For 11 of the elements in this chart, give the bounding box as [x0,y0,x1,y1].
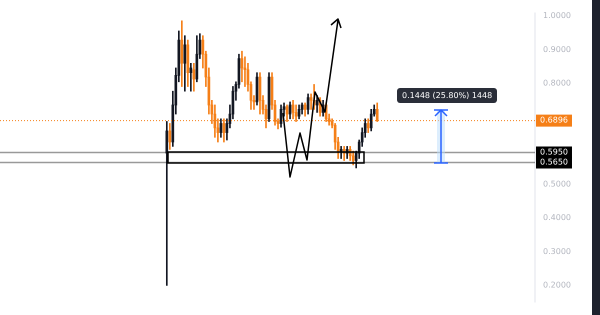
y-tick-label: 0.5000 [543,180,571,188]
annotation: 0.1448 (25.80%) 1448 [397,88,498,103]
ref-line-label: 0.6896 [540,116,568,125]
y-tick-label: 1.0000 [543,11,571,20]
y-tick-label: 0.3000 [543,246,571,256]
ref-line-label: 0.5650 [540,158,568,167]
y-tick-label: 0.4000 [543,213,571,222]
ref-line-label: 0.5950 [540,148,568,157]
y-tick-label: 0.9000 [543,44,571,54]
y-tick-label: 0.8000 [543,78,571,88]
y-tick-label: 0.2000 [543,280,571,290]
